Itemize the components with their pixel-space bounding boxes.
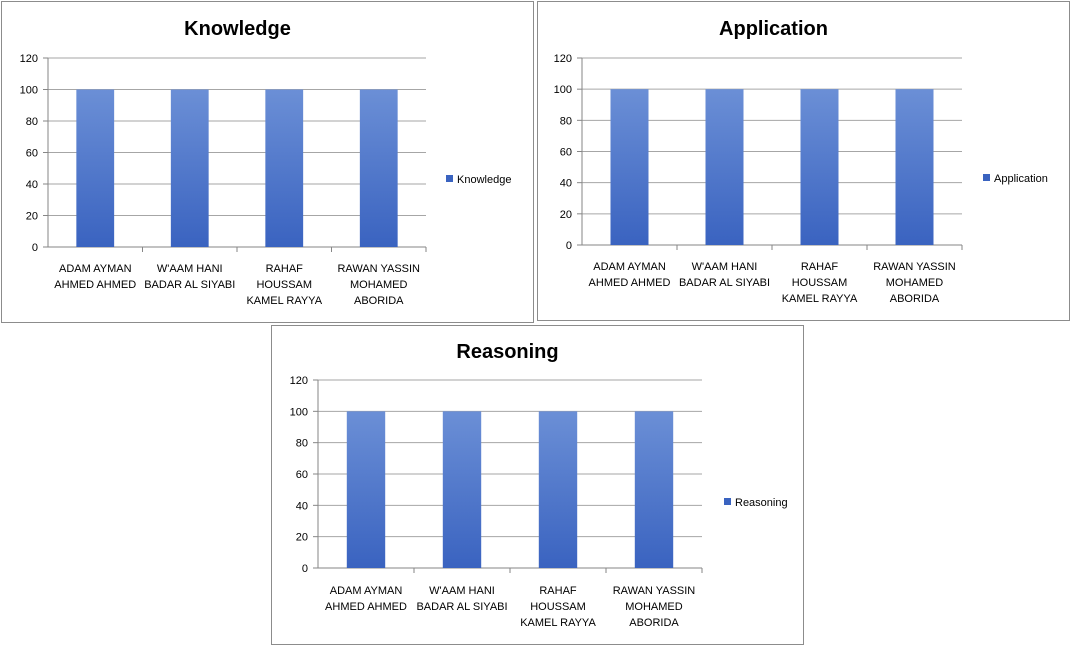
bar-application-2 xyxy=(705,89,744,246)
x-category-label: W'AAM HANI BADAR AL SIYABI xyxy=(144,263,235,291)
reasoning-chart: Reasoning 0 20 40 60 80 100 120 ADAM AYMAN AHMED … xyxy=(271,325,804,645)
legend-label: Reasoning xyxy=(735,497,788,509)
x-category-label: W'AAM HANI BADAR AL SIYABI xyxy=(679,261,770,289)
y-tick-label: 120 xyxy=(20,53,38,65)
x-category-label: RAWAN YASSIN MOHAMED ABORIDA xyxy=(337,263,420,307)
y-tick-label: 80 xyxy=(26,116,38,128)
x-category-label: RAWAN YASSIN MOHAMED ABORIDA xyxy=(873,261,956,305)
application-chart: Application 0 20 40 60 80 100 120 ADAM AYMAN AHME… xyxy=(537,1,1070,321)
y-tick-label: 0 xyxy=(566,240,572,252)
y-tick-label: 40 xyxy=(26,179,38,191)
bar-reasoning-1 xyxy=(346,411,386,568)
application-chart-svg: Application 0 20 40 60 80 100 120 ADAM AYMAN AHME… xyxy=(554,18,1048,305)
bar-application-1 xyxy=(610,89,649,246)
bar-knowledge-1 xyxy=(76,89,115,247)
y-tick-label: 100 xyxy=(20,85,38,97)
bar-knowledge-3 xyxy=(265,89,304,247)
bar-reasoning-2 xyxy=(442,411,482,568)
y-tick-label: 120 xyxy=(290,375,308,387)
legend-label: Knowledge xyxy=(457,174,511,186)
legend-swatch xyxy=(724,498,731,505)
y-tick-label: 20 xyxy=(296,532,308,544)
x-category-label: ADAM AYMAN AHMED AHMED xyxy=(325,585,407,613)
y-tick-label: 0 xyxy=(302,563,308,575)
knowledge-chart: Knowledge 0 20 40 60 80 100 120 ADAM AYMAN AHMED … xyxy=(1,1,534,323)
x-category-label: RAHAF HOUSSAM KAMEL RAYYA xyxy=(782,261,858,305)
x-category-label: W'AAM HANI BADAR AL SIYABI xyxy=(416,585,507,613)
x-category-label: ADAM AYMAN AHMED AHMED xyxy=(589,261,671,289)
bar-application-3 xyxy=(800,89,839,246)
legend-swatch xyxy=(446,175,453,182)
bar-reasoning-3 xyxy=(538,411,578,568)
x-category-label: RAHAF HOUSSAM KAMEL RAYYA xyxy=(520,585,596,629)
y-tick-label: 0 xyxy=(32,242,38,254)
y-tick-label: 120 xyxy=(554,53,572,65)
y-tick-label: 60 xyxy=(26,148,38,160)
bar-application-4 xyxy=(895,89,934,246)
chart-title: Application xyxy=(719,18,828,40)
bar-knowledge-4 xyxy=(359,89,398,247)
chart-title: Knowledge xyxy=(184,18,291,40)
y-tick-label: 40 xyxy=(296,500,308,512)
x-category-label: RAHAF HOUSSAM KAMEL RAYYA xyxy=(246,263,322,307)
y-tick-label: 100 xyxy=(554,84,572,96)
y-tick-label: 80 xyxy=(560,115,572,127)
y-tick-label: 40 xyxy=(560,178,572,190)
y-tick-label: 60 xyxy=(560,147,572,159)
y-tick-label: 20 xyxy=(26,211,38,223)
legend-label: Application xyxy=(994,173,1048,185)
y-tick-label: 80 xyxy=(296,438,308,450)
y-tick-label: 100 xyxy=(290,406,308,418)
legend-swatch xyxy=(983,174,990,181)
reasoning-chart-svg: Reasoning 0 20 40 60 80 100 120 ADAM AYMAN AHMED … xyxy=(290,341,788,629)
bar-reasoning-4 xyxy=(634,411,674,568)
y-tick-label: 60 xyxy=(296,469,308,481)
y-tick-label: 20 xyxy=(560,209,572,221)
chart-title: Reasoning xyxy=(456,341,558,363)
knowledge-chart-svg: Knowledge 0 20 40 60 80 100 120 ADAM AYMAN AHMED … xyxy=(20,18,512,307)
x-category-label: ADAM AYMAN AHMED AHMED xyxy=(54,263,136,291)
bar-knowledge-2 xyxy=(170,89,209,247)
x-category-label: RAWAN YASSIN MOHAMED ABORIDA xyxy=(613,585,696,629)
